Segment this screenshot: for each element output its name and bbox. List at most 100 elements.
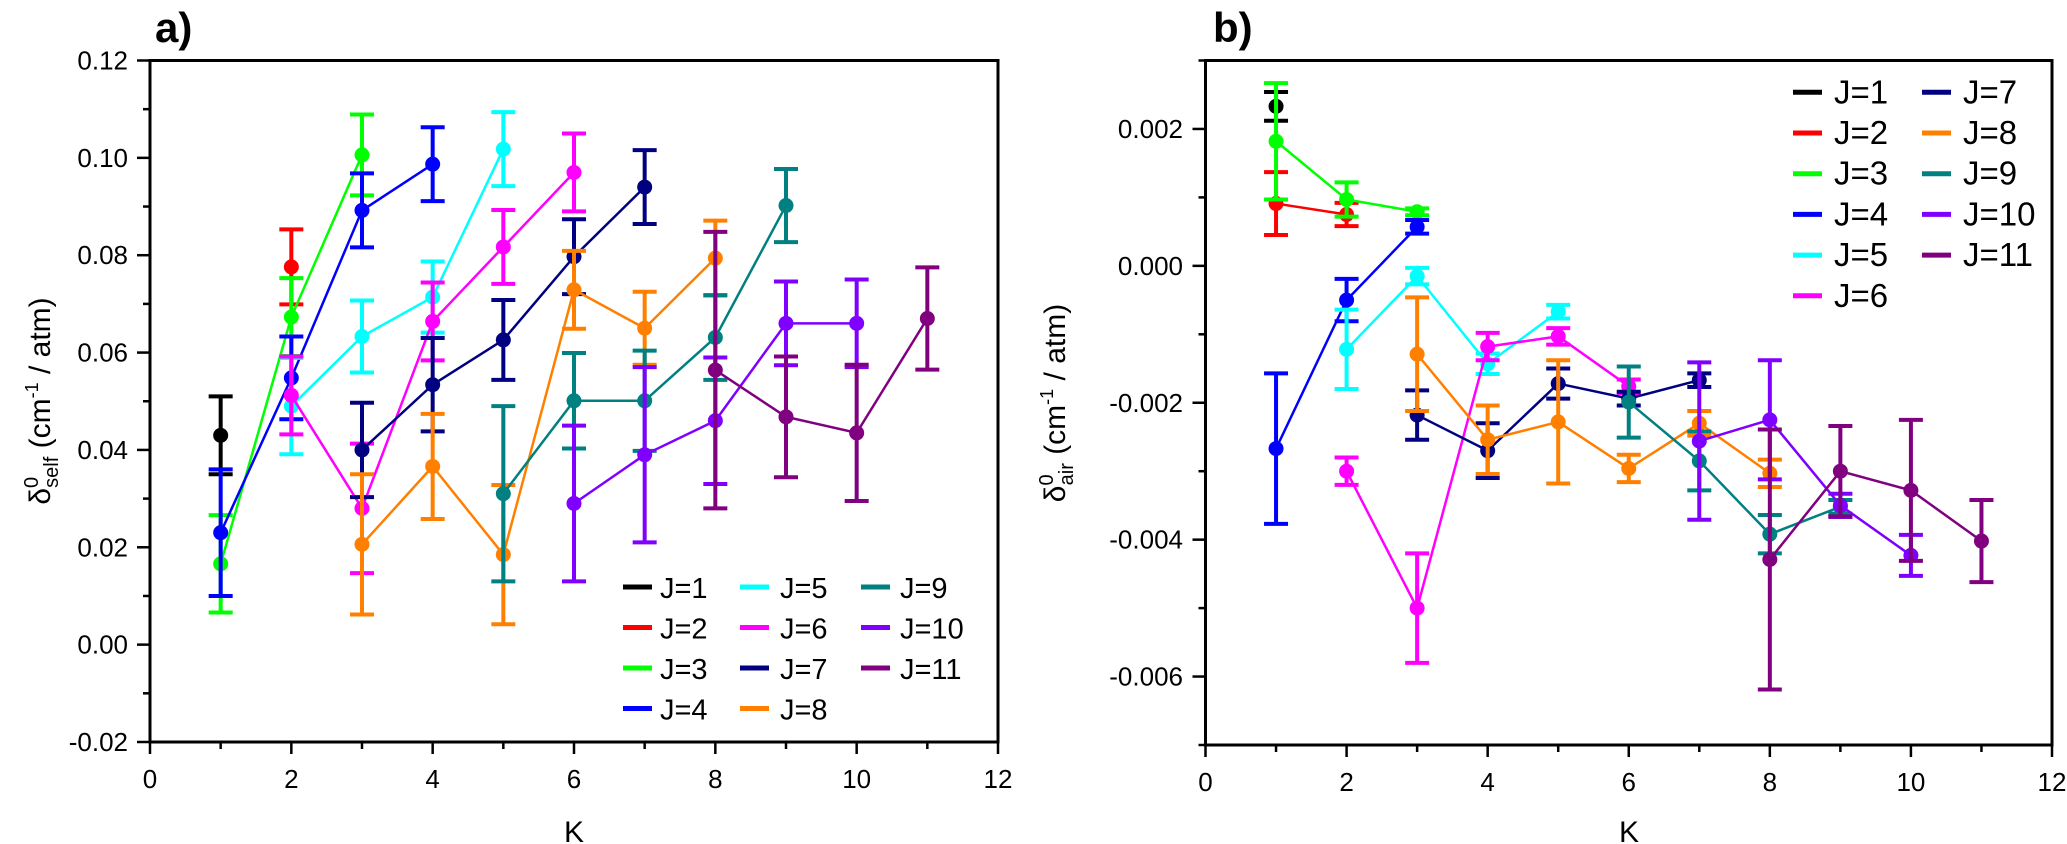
x-tick-label: 4	[1480, 767, 1494, 797]
series-j11	[1757, 417, 1994, 692]
y-label-sup: 0	[1036, 474, 1058, 485]
data-point	[1480, 432, 1496, 448]
x-tick-label: 4	[425, 764, 439, 794]
legend-label: J=2	[660, 614, 708, 646]
x-axis-label: K	[564, 816, 584, 844]
data-point	[566, 393, 582, 409]
data-point	[283, 387, 299, 403]
y-label-symbol: δ	[24, 488, 57, 505]
legend-label: J=6	[1834, 277, 1888, 314]
legend-label: J=5	[1834, 236, 1888, 273]
data-point	[354, 202, 370, 218]
data-point	[354, 147, 370, 163]
data-point	[1480, 339, 1496, 355]
series-line	[1768, 469, 1983, 561]
data-point	[1339, 191, 1355, 207]
data-point	[354, 536, 370, 552]
x-tick-label: 6	[1622, 767, 1636, 797]
data-point	[1409, 600, 1425, 616]
data-point	[1762, 552, 1778, 568]
x-tick-label: 6	[567, 764, 581, 794]
series-line	[219, 163, 434, 534]
legend-label: J=10	[1963, 195, 2035, 232]
data-point	[1409, 346, 1425, 362]
y-tick-label: 0.04	[77, 435, 128, 465]
y-tick-label: 0.12	[77, 46, 128, 76]
series-j10	[562, 277, 869, 584]
y-tick-label: 0.02	[77, 532, 128, 562]
data-point	[1339, 463, 1355, 479]
data-point	[1550, 414, 1566, 430]
series-j4	[208, 125, 445, 598]
data-point	[778, 409, 794, 425]
y-label-unit-sup: -1	[22, 382, 42, 398]
panel-b: b) K δ0air (cm-1 / atm) 0 2 4 6 8 10 12-0.006-…	[1036, 4, 2066, 844]
y-label-sub: self	[41, 456, 63, 488]
data-point	[1621, 460, 1637, 476]
y-label-unit-sup: -1	[1037, 389, 1057, 405]
data-point	[1409, 204, 1425, 220]
data-point	[1268, 133, 1284, 149]
legend-label: J=7	[1963, 73, 2017, 110]
y-tick-label: -0.006	[1109, 662, 1183, 692]
data-point	[566, 164, 582, 180]
legend: J=1 J=2 J=3J=4 J=5 J=6 J=7 J=8 J=9J=10 J=11	[1793, 73, 2035, 314]
legend-label: J=8	[780, 695, 828, 727]
y-tick-label: 0.08	[77, 240, 128, 270]
y-label-unit-end: / atm)	[1039, 304, 1072, 389]
x-tick-label: 8	[1763, 767, 1777, 797]
data-point	[849, 315, 865, 331]
data-point	[1339, 341, 1355, 357]
series-line	[1345, 274, 1559, 366]
y-label-sup: 0	[21, 477, 43, 488]
series-line	[1275, 202, 1347, 216]
data-point	[495, 239, 511, 255]
legend-label: J=11	[1963, 236, 2033, 273]
legend-label: J=7	[780, 654, 828, 686]
data-point	[213, 427, 229, 443]
data-point	[495, 141, 511, 157]
data-point	[1339, 292, 1355, 308]
data-point	[1903, 482, 1919, 498]
legend-label: J=8	[1963, 114, 2017, 151]
x-tick-label: 12	[2038, 767, 2067, 797]
data-point	[425, 458, 441, 474]
data-point	[213, 525, 229, 541]
legend-label: J=5	[780, 573, 828, 605]
data-point	[1268, 441, 1284, 457]
y-label-unit: (cm	[24, 398, 57, 456]
data-point	[1409, 268, 1425, 284]
data-point	[1973, 533, 1989, 549]
data-point	[1621, 394, 1637, 410]
series-j3	[1264, 81, 1430, 220]
x-tick-label: 0	[1198, 767, 1212, 797]
series-line	[290, 148, 505, 408]
legend-label: J=1	[1834, 73, 1888, 110]
data-point	[1691, 433, 1707, 449]
series-line	[1627, 401, 1841, 536]
y-tick-label: 0.06	[77, 338, 128, 368]
legend-label: J=1	[660, 573, 708, 605]
x-axis-label: K	[1619, 816, 1639, 844]
data-point	[778, 315, 794, 331]
data-point	[637, 447, 653, 463]
y-tick-label: 0.10	[77, 143, 128, 173]
legend-label: J=11	[900, 654, 962, 686]
data-point	[919, 310, 935, 326]
x-tick-label: 0	[143, 764, 157, 794]
data-point	[1762, 412, 1778, 428]
legend-label: J=3	[1834, 155, 1888, 192]
y-label-symbol: δ	[1039, 486, 1072, 503]
legend-label: J=9	[1963, 155, 2017, 192]
y-label-unit: (cm	[1039, 405, 1072, 463]
y-tick-label: -0.004	[1109, 525, 1183, 555]
legend-label: J=3	[660, 654, 708, 686]
data-point	[495, 332, 511, 348]
y-label-unit-end: / atm)	[24, 297, 57, 382]
data-point	[425, 377, 441, 393]
y-tick-label: -0.002	[1109, 388, 1183, 418]
data-point	[495, 486, 511, 502]
legend-label: J=10	[900, 614, 964, 646]
x-tick-label: 12	[984, 764, 1013, 794]
